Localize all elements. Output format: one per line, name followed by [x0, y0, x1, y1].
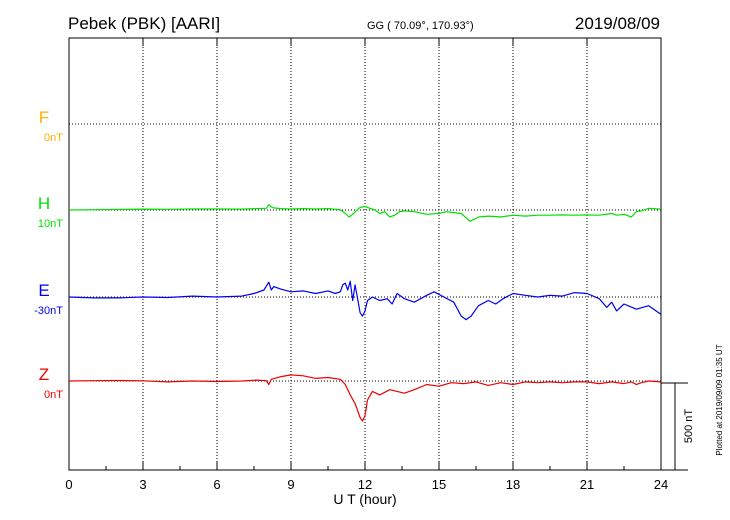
x-tick-label: 21: [580, 477, 594, 492]
x-tick-label: 0: [65, 477, 72, 492]
series-layer: F 0nT H 10nT E -30nT Z 0nT: [34, 108, 662, 422]
x-tick-label: 6: [213, 477, 220, 492]
series-line-E: [68, 280, 662, 321]
series-name-Z: Z: [39, 365, 49, 384]
series-baseline-label-E: -30nT: [34, 305, 63, 317]
station-title: Pebek (PBK) [AARI]: [68, 14, 220, 33]
grid-lines: [69, 38, 661, 470]
date-label: 2019/08/09: [575, 14, 660, 33]
x-tick-label: 24: [654, 477, 668, 492]
scale-bar-label: 500 nT: [683, 409, 695, 444]
series-baseline-label-F: 0nT: [44, 132, 63, 144]
series-name-F: F: [39, 108, 49, 127]
x-tick-label: 3: [139, 477, 146, 492]
x-tick-label: 18: [506, 477, 520, 492]
x-tick-label: 9: [287, 477, 294, 492]
x-ticks: 0 3 6 9 12 15 18 21 24: [65, 38, 668, 492]
series-name-E: E: [38, 281, 49, 300]
series-baseline-label-Z: 0nT: [44, 389, 63, 401]
x-axis-label: U T (hour): [333, 491, 396, 507]
series-name-H: H: [38, 194, 50, 213]
x-tick-label: 15: [432, 477, 446, 492]
coordinates-label: GG ( 70.09°, 170.93°): [367, 20, 474, 32]
series-line-H: [68, 204, 662, 222]
series-line-Z: [68, 374, 662, 422]
scale-bar: 500 nT: [661, 382, 695, 471]
series-baseline-label-H: 10nT: [38, 218, 63, 230]
x-tick-label: 12: [358, 477, 372, 492]
plotted-at-note: Plotted at 2019/09/09 01:35 UT: [715, 344, 724, 455]
